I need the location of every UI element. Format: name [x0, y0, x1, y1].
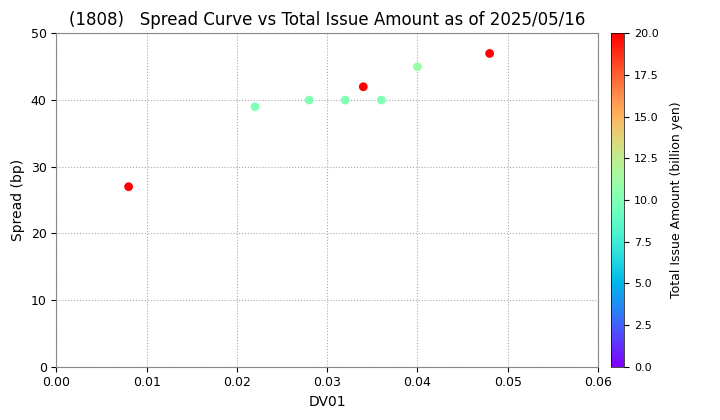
- Point: [358, 84, 369, 90]
- Point: [484, 50, 495, 57]
- Point: [303, 97, 315, 103]
- Point: [123, 184, 135, 190]
- Y-axis label: Spread (bp): Spread (bp): [11, 159, 25, 241]
- X-axis label: DV01: DV01: [308, 395, 346, 409]
- Point: [249, 103, 261, 110]
- Point: [339, 97, 351, 103]
- Point: [376, 97, 387, 103]
- Y-axis label: Total Issue Amount (billion yen): Total Issue Amount (billion yen): [670, 102, 683, 298]
- Point: [412, 63, 423, 70]
- Title: (1808)   Spread Curve vs Total Issue Amount as of 2025/05/16: (1808) Spread Curve vs Total Issue Amoun…: [69, 11, 585, 29]
